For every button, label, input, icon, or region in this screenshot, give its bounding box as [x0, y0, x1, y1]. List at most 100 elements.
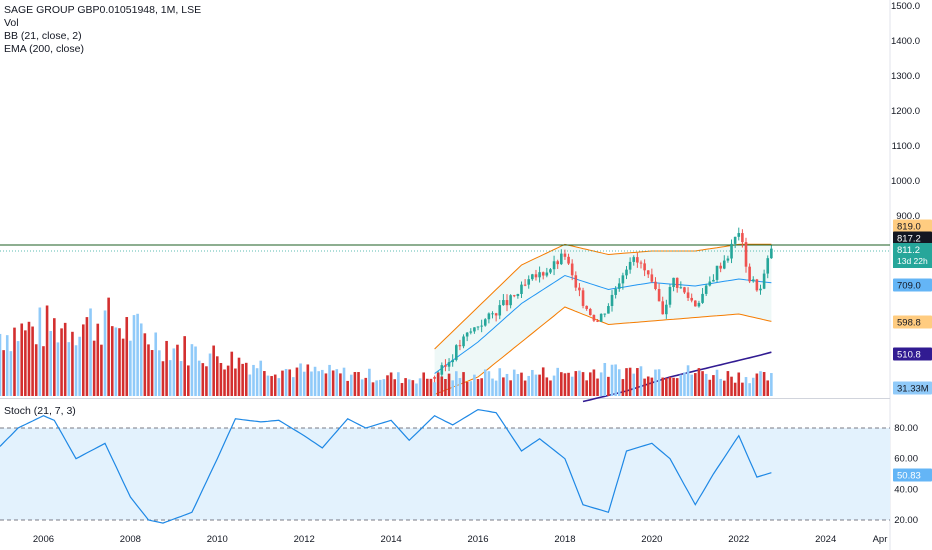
volume-bar: [266, 375, 270, 396]
candle-body: [534, 274, 538, 278]
time-axis[interactable]: 2006 2008 2010 2012 2014 2016 2018 2020 2022 2024…: [33, 534, 888, 545]
volume-bar: [281, 370, 284, 396]
volume-bar: [378, 379, 382, 396]
candle-body: [657, 289, 661, 302]
volume-bar: [397, 372, 400, 396]
candle-body: [476, 326, 480, 328]
volume-bar: [197, 360, 201, 396]
volume-bar: [85, 317, 89, 396]
stochastic-pane[interactable]: 80.00 60.00 40.00 20.00: [0, 408, 918, 526]
volume-bar: [614, 364, 617, 396]
volume-bar: [722, 380, 726, 396]
volume-bar: [654, 369, 657, 396]
volume-bar: [9, 351, 13, 396]
volume-bar: [292, 377, 295, 396]
candle-body: [560, 253, 563, 265]
volume-bar: [588, 372, 592, 396]
volume-bar: [226, 365, 230, 396]
price-pane[interactable]: [0, 227, 890, 403]
volume-bar: [694, 373, 697, 396]
volume-bar: [650, 377, 654, 396]
candle-body: [744, 242, 748, 267]
volume-bar: [733, 382, 737, 396]
volume-bar: [607, 376, 610, 396]
volume-bar: [121, 338, 125, 396]
volume-legend[interactable]: Vol: [4, 17, 19, 29]
candle-body: [447, 362, 451, 367]
volume-bar: [129, 340, 132, 396]
volume-bar: [628, 367, 632, 396]
volume-bar: [581, 372, 585, 396]
candle-body: [451, 359, 454, 363]
last-price-badge-box: [893, 243, 932, 268]
volume-bar: [114, 327, 118, 396]
volume-bar: [737, 372, 741, 396]
candle-body: [628, 261, 632, 270]
candle-body: [733, 236, 737, 244]
ema-legend[interactable]: EMA (200, close): [4, 43, 84, 55]
time-tick-label: 2020: [641, 534, 662, 545]
volume-bar: [675, 378, 679, 396]
bollinger-legend[interactable]: BB (21, close, 2): [4, 30, 82, 42]
candle-body: [570, 263, 574, 276]
candle-body: [458, 345, 462, 347]
candle-body: [665, 304, 668, 315]
volume-bar: [92, 340, 96, 396]
candle-body: [581, 290, 585, 306]
volume-bar: [672, 377, 675, 396]
volume-bar: [610, 364, 614, 396]
volume-bar: [42, 346, 45, 396]
stochastic-legend[interactable]: Stoch (21, 7, 3): [4, 405, 76, 417]
volume-bar: [223, 369, 226, 396]
volume-bar: [505, 373, 509, 396]
candle-body: [697, 302, 701, 307]
volume-bar: [49, 330, 52, 396]
candle-body: [487, 313, 491, 320]
bb-basis-badge: 709.0: [897, 281, 921, 292]
candle-body: [737, 233, 741, 237]
volume-bar: [118, 328, 121, 396]
volume-bar: [24, 330, 27, 396]
candle-body: [527, 279, 531, 285]
volume-bar: [306, 364, 310, 396]
volume-bar: [71, 331, 74, 396]
volume-bar: [295, 367, 299, 396]
volume-bar: [230, 351, 234, 396]
price-axis[interactable]: 1500.0 1400.0 1300.0 1200.0 1100.0 1000.0 900.…: [891, 1, 920, 222]
volume-bar: [270, 376, 273, 396]
volume-bar: [53, 318, 56, 396]
volume-bar: [418, 378, 422, 396]
volume-bar: [454, 371, 458, 396]
candle-body: [556, 261, 559, 265]
candle-body: [679, 287, 683, 289]
volume-bar: [411, 380, 415, 396]
volume-bar: [371, 382, 375, 396]
volume-bar: [248, 374, 252, 396]
candle-body: [646, 270, 650, 275]
volume-bar: [299, 363, 302, 396]
volume-bar: [726, 371, 730, 396]
candle-body: [574, 275, 578, 288]
volume-bar: [509, 380, 512, 396]
volume-bar: [342, 367, 346, 396]
volume-bar: [762, 372, 766, 396]
volume-bar: [570, 376, 574, 396]
time-tick-label: 2008: [120, 534, 141, 545]
volume-bar: [429, 378, 433, 396]
volume-bar: [458, 378, 462, 396]
volume-bar: [45, 305, 49, 396]
volume-bar: [255, 368, 259, 396]
volume-bar: [643, 378, 646, 396]
volume-bar: [415, 383, 418, 396]
volume-bar: [451, 380, 454, 396]
volume-bar: [89, 308, 92, 396]
volume-bar: [596, 378, 599, 396]
volume-bar: [176, 344, 179, 396]
volume-bar: [259, 360, 263, 396]
volume-bar: [683, 372, 686, 396]
volume-bar: [313, 366, 317, 396]
volume-bar: [389, 372, 393, 396]
volume-bar: [100, 344, 103, 396]
symbol-title[interactable]: SAGE GROUP GBP0.01051948, 1M, LSE: [4, 4, 202, 16]
volume-bar: [621, 379, 625, 396]
